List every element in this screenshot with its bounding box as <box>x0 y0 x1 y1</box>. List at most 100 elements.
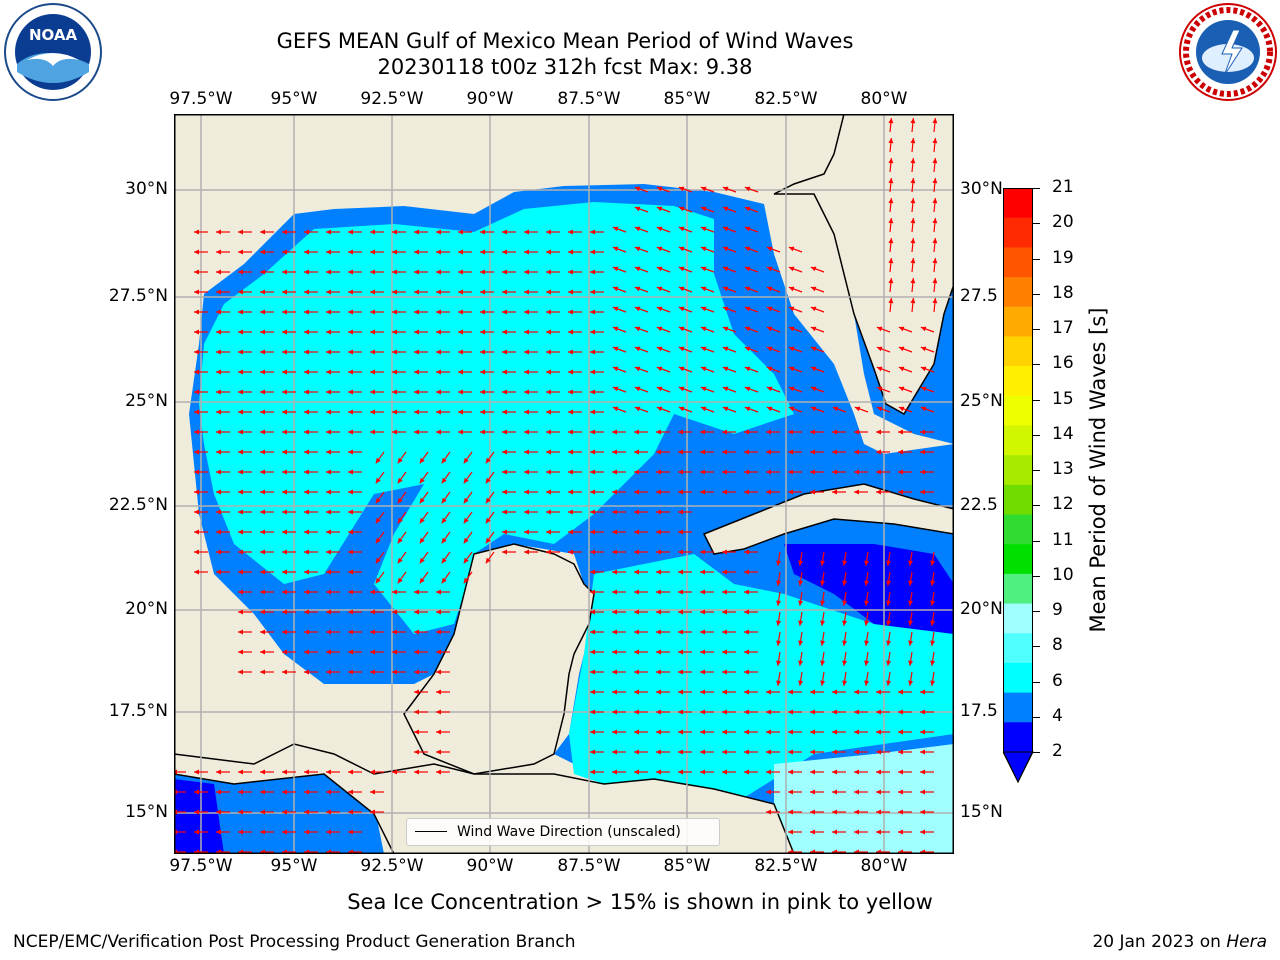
wind-wave-arrow <box>568 469 582 475</box>
wind-wave-arrow <box>722 429 736 435</box>
y-tick-right: 30°N <box>960 179 1003 199</box>
wind-wave-arrow <box>700 749 714 755</box>
wind-wave-arrow <box>634 729 648 735</box>
wind-wave-arrow <box>216 269 230 275</box>
wind-wave-arrow <box>888 118 894 133</box>
wind-wave-arrow <box>260 589 274 595</box>
wind-wave-arrow <box>798 631 804 646</box>
wind-wave-arrow <box>612 629 626 635</box>
plot-title-line-2: 20230118 t00z 312h fcst Max: 9.38 <box>377 55 753 79</box>
wind-wave-arrow <box>842 671 848 686</box>
wind-wave-arrow <box>700 366 715 373</box>
wind-wave-arrow <box>810 326 825 333</box>
wind-wave-arrow <box>700 629 714 635</box>
wind-wave-arrow <box>722 569 736 575</box>
x-tick-bottom: 92.5°W <box>360 856 424 876</box>
wind-wave-arrow <box>634 226 649 233</box>
wind-wave-arrow <box>656 609 670 615</box>
x-tick-top: 82.5°W <box>754 89 818 109</box>
wind-wave-arrow <box>304 449 318 455</box>
wind-wave-arrow <box>458 429 472 435</box>
wind-wave-arrow <box>766 789 780 795</box>
wind-wave-arrow <box>700 649 714 655</box>
wind-wave-arrow <box>612 589 626 595</box>
wind-wave-arrow <box>348 429 362 435</box>
wind-wave-arrow <box>392 429 406 435</box>
wind-wave-arrow <box>876 829 890 835</box>
colorbar-segment <box>1003 573 1033 605</box>
wind-wave-arrow <box>700 729 714 735</box>
wind-wave-arrow <box>590 249 604 255</box>
wind-wave-arrow <box>502 549 516 555</box>
wind-wave-arrow <box>864 591 870 606</box>
wind-wave-arrow <box>480 289 494 295</box>
colorbar-segment <box>1003 395 1033 426</box>
wind-wave-arrow <box>414 429 428 435</box>
wind-wave-arrow <box>722 286 737 293</box>
wind-wave-arrow <box>590 689 604 695</box>
wind-wave-arrow <box>546 429 560 435</box>
wind-wave-arrow <box>304 229 318 235</box>
wind-wave-arrow <box>930 651 936 666</box>
colorbar-tick-mark <box>1033 716 1040 718</box>
wind-wave-arrow <box>612 469 626 475</box>
wind-wave-arrow <box>546 289 560 295</box>
wind-wave-arrow <box>744 206 759 213</box>
wind-wave-arrow <box>612 529 626 535</box>
wind-wave-arrow <box>810 286 825 293</box>
wind-wave-arrow <box>282 389 296 395</box>
wind-wave-arrow <box>568 409 582 415</box>
wind-wave-arrow <box>656 729 670 735</box>
wind-wave-arrow <box>419 491 429 504</box>
wind-wave-arrow <box>788 689 802 695</box>
wind-wave-arrow <box>524 509 538 515</box>
wind-wave-arrow <box>590 369 604 375</box>
wind-wave-arrow <box>722 729 736 735</box>
wind-wave-arrow <box>370 649 384 655</box>
wind-wave-arrow <box>304 669 318 675</box>
wind-wave-arrow <box>397 471 407 484</box>
wind-wave-arrow <box>634 509 648 515</box>
wind-wave-arrow <box>744 729 758 735</box>
wind-wave-arrow <box>304 609 318 615</box>
wind-wave-arrow <box>568 389 582 395</box>
wind-wave-arrow <box>194 809 208 815</box>
wind-wave-arrow <box>722 246 737 253</box>
colorbar-tick-label: 15 <box>1052 388 1074 409</box>
wind-wave-arrow <box>568 249 582 255</box>
wind-wave-arrow <box>238 589 252 595</box>
wind-wave-arrow <box>238 769 252 775</box>
wind-wave-arrow <box>744 689 758 695</box>
wind-wave-arrow <box>634 406 649 413</box>
wind-wave-arrow <box>304 389 318 395</box>
wind-wave-arrow <box>392 769 406 775</box>
colorbar-segment <box>1003 633 1033 664</box>
wind-wave-arrow <box>392 349 406 355</box>
wind-wave-arrow <box>908 651 914 666</box>
wind-wave-arrow <box>678 346 693 353</box>
wind-wave-arrow <box>260 629 274 635</box>
wind-wave-arrow <box>700 769 714 775</box>
wind-wave-arrow <box>656 366 671 373</box>
wind-wave-arrow <box>370 269 384 275</box>
wind-wave-arrow <box>810 809 824 815</box>
wind-wave-arrow <box>304 529 318 535</box>
florida-land <box>773 114 954 416</box>
wind-wave-arrow <box>419 571 429 584</box>
wind-wave-arrow <box>842 651 848 666</box>
colorbar-tick-mark <box>1033 505 1040 507</box>
wind-wave-arrow <box>282 369 296 375</box>
wind-wave-arrow <box>612 246 627 253</box>
wind-wave-arrow <box>304 349 318 355</box>
wind-wave-arrow <box>348 669 362 675</box>
wind-wave-arrow <box>634 429 648 435</box>
wind-wave-arrow <box>348 289 362 295</box>
wind-wave-arrow <box>436 589 450 595</box>
wind-wave-arrow <box>370 349 384 355</box>
wind-wave-arrow <box>634 709 648 715</box>
wind-wave-arrow <box>260 429 274 435</box>
wind-wave-arrow <box>920 366 935 373</box>
wind-wave-arrow <box>776 671 782 686</box>
wind-wave-arrow <box>480 369 494 375</box>
wind-wave-arrow <box>920 729 934 735</box>
